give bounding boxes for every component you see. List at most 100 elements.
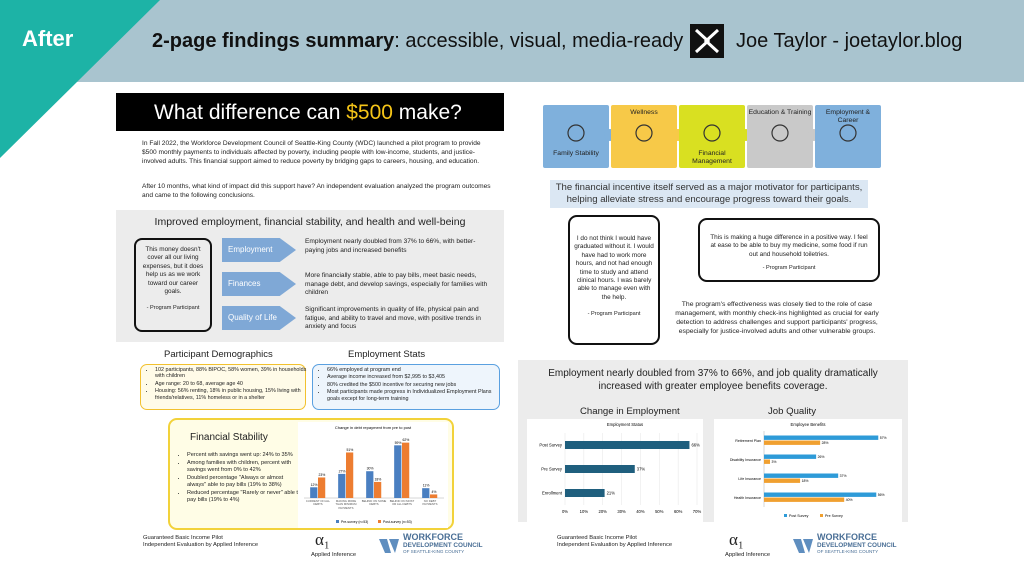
chart-heading: Change in Employment [580, 406, 680, 417]
title-banner: What difference can $500 make? [116, 93, 504, 131]
pillar-label: Education & Training [748, 109, 812, 116]
bar [374, 481, 382, 498]
bar-value-label: 18% [375, 477, 382, 481]
bar [394, 445, 402, 498]
quote-box: This is making a huge difference in a po… [698, 218, 880, 282]
outcome-arrow: Finances [222, 272, 296, 296]
quote-attribution: - Program Participant [762, 265, 816, 272]
stats-list: 66% employed at program endAverage incom… [318, 367, 505, 403]
x-tick-label: 50% [655, 509, 664, 514]
bar-value-label: 37% [637, 467, 646, 472]
partner-mark: α₁ [315, 530, 330, 549]
banner-text: make? [392, 101, 462, 124]
pillar-icon [839, 124, 857, 142]
icon-shape [703, 124, 721, 142]
demographics-box [140, 364, 306, 410]
author: Joe Taylor - joetaylor.blog [736, 30, 963, 52]
outcome-arrow: Employment [222, 238, 296, 262]
header-title-bold: 2-page findings summary [152, 30, 395, 52]
bar-value-label: 11% [423, 484, 430, 488]
pillar-icon [771, 124, 789, 142]
pillar [679, 105, 745, 168]
partner-logo-text: WORKFORCE [403, 532, 463, 542]
bar [366, 471, 374, 498]
pillar-icon [635, 124, 653, 142]
bar-value-label: 37% [840, 474, 847, 478]
stats-box [312, 364, 500, 410]
icon-shape [567, 124, 585, 142]
list-item: Reduced percentage "Rarely or never" abl… [187, 490, 302, 504]
intro-paragraph: In Fall 2022, the Workforce Development … [142, 140, 481, 165]
category-label: BEHIND ON SOME DEBTS [361, 499, 387, 507]
bar-value-label: 3% [772, 460, 777, 464]
icon-shape [839, 124, 857, 142]
job-quality-chart: Employee Benefits Retirement Plan 57% 28% Di… [714, 419, 902, 522]
outcome-text: More financially stable, able to pay bil… [305, 272, 488, 297]
partner-name: Applied Inference [311, 552, 357, 558]
category-label: BEHIND ON MOST OR ALL DEBTS [389, 499, 415, 507]
quote-attribution: - Program Participant [146, 305, 200, 312]
bar-value-label: 40% [846, 498, 853, 502]
y-tick-label: Retirement Plan [735, 439, 761, 443]
category-label: CURRENT ON ALL DEBTS [305, 499, 331, 507]
partner-logo-icon [793, 539, 813, 553]
outcome-arrow: Quality of Life [222, 306, 296, 330]
debt-chart: Change in debt repayment from pre to pos… [298, 422, 448, 528]
category-label: NO DEBT PAYMENTS [422, 499, 438, 507]
employment-chart: Employment Status 0% 10% 20% 30% 40% 50% 60% 70%… [527, 419, 703, 522]
section-heading: Employment Stats [348, 349, 426, 360]
bar [764, 497, 845, 502]
bar-value-label: 62% [403, 438, 410, 442]
logo-mark [694, 28, 720, 54]
x-tick-label: 30% [617, 509, 626, 514]
bar [565, 489, 605, 497]
partner-name: Applied Inference [725, 552, 771, 558]
pillar [543, 105, 609, 168]
bar-value-label: 26% [818, 455, 825, 459]
bar-value-label: 59% [395, 441, 402, 445]
legend-label: Post-survey (n=53) [383, 520, 412, 524]
pillar-label: Financial Management [692, 150, 732, 165]
bar [310, 487, 318, 498]
bar-value-label: 28% [822, 441, 829, 445]
bar [764, 459, 771, 464]
bar-value-label: 30% [367, 467, 374, 471]
y-tick-label: Enrollment [542, 491, 563, 496]
list-item: Among families with children, percent wi… [187, 460, 302, 474]
bar-value-label: 51% [347, 448, 354, 452]
bar [430, 494, 438, 498]
financial-list: Percent with savings went up: 24% to 35%… [178, 452, 302, 505]
list-item: Average income increased from $2,995 to … [327, 374, 505, 380]
bar [565, 441, 690, 449]
icon-shape [635, 124, 653, 142]
banner-title: What difference can $500 make? [154, 101, 462, 125]
list-item: 80% credited the $500 incentive for secu… [327, 382, 505, 388]
list-item: 66% employed at program end [327, 367, 505, 373]
chart-title: Employee Benefits [791, 422, 826, 427]
badge-label: After [22, 26, 74, 51]
bar [764, 440, 821, 445]
bar [764, 454, 817, 459]
quote-attribution: - Program Participant [587, 311, 641, 318]
list-item: 102 participants, 88% BIPOC, 58% women, … [155, 367, 313, 380]
footer-text: Guaranteed Basic Income Pilot [143, 535, 223, 541]
chart-title: Employment Status [607, 422, 643, 427]
banner-text: What difference can [154, 101, 347, 124]
pillar-label: Employment & Career [825, 109, 871, 124]
outcome-label: Employment [228, 245, 273, 254]
legend-swatch [378, 520, 381, 523]
logo-shape [379, 539, 399, 553]
icon-shape [771, 124, 789, 142]
x-tick-label: 40% [636, 509, 645, 514]
section-heading: Participant Demographics [164, 349, 273, 360]
pillar [747, 105, 813, 168]
paragraph: The program's effectiveness was closely … [675, 301, 879, 335]
bar-value-label: 21% [607, 491, 616, 496]
bar [764, 473, 839, 478]
x-tick-label: 60% [674, 509, 683, 514]
header-title-rest: : accessible, visual, media-ready [394, 30, 684, 52]
y-tick-label: Pre Survey [541, 467, 563, 472]
bar [764, 492, 877, 497]
outcomes-title: Improved employment, financial stability… [154, 216, 466, 228]
